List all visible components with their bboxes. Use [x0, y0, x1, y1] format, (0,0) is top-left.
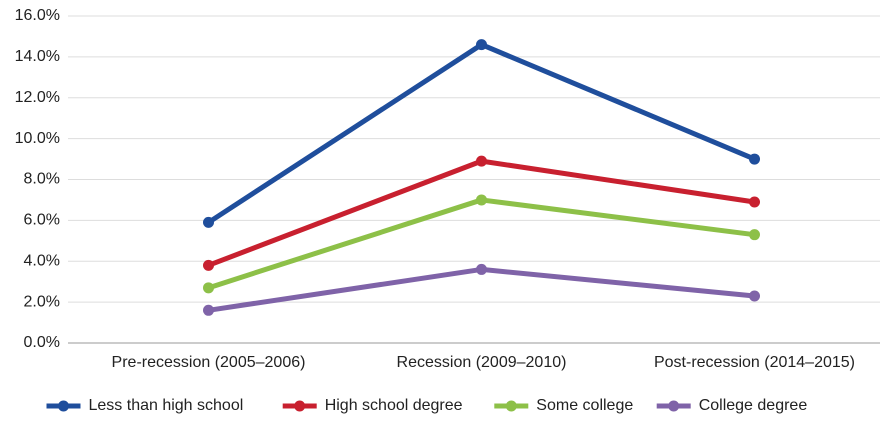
data-point — [476, 194, 487, 206]
legend-label: College degree — [699, 397, 808, 414]
y-tick-label: 4.0% — [24, 252, 60, 269]
y-tick-label: 8.0% — [24, 171, 60, 188]
legend-label: High school degree — [325, 397, 463, 414]
data-point — [203, 259, 214, 271]
legend-marker — [505, 400, 517, 412]
legend-label: Less than high school — [89, 397, 244, 414]
y-tick-label: 12.0% — [15, 89, 60, 106]
data-point — [203, 304, 214, 316]
y-tick-label: 10.0% — [15, 130, 60, 147]
x-tick-label: Post-recession (2014–2015) — [654, 354, 855, 371]
data-point — [749, 196, 760, 208]
data-point — [476, 155, 487, 167]
y-tick-label: 14.0% — [15, 48, 60, 65]
y-tick-label: 2.0% — [24, 293, 60, 310]
y-tick-label: 16.0% — [15, 7, 60, 24]
x-tick-label: Recession (2009–2010) — [397, 354, 567, 371]
y-tick-label: 0.0% — [24, 334, 60, 351]
data-point — [476, 39, 487, 51]
data-point — [203, 282, 214, 294]
data-point — [749, 153, 760, 165]
series-line — [207, 158, 755, 268]
series-line — [208, 266, 755, 313]
legend-marker — [58, 400, 69, 412]
data-point — [749, 290, 760, 302]
data-point — [476, 263, 487, 275]
x-tick-label: Pre-recession (2005–2006) — [112, 354, 306, 371]
legend-marker — [668, 400, 680, 412]
data-point — [749, 229, 760, 241]
y-tick-label: 6.0% — [24, 212, 60, 229]
data-point — [203, 216, 214, 228]
legend-label: Some college — [536, 397, 633, 414]
legend-marker — [294, 400, 306, 412]
